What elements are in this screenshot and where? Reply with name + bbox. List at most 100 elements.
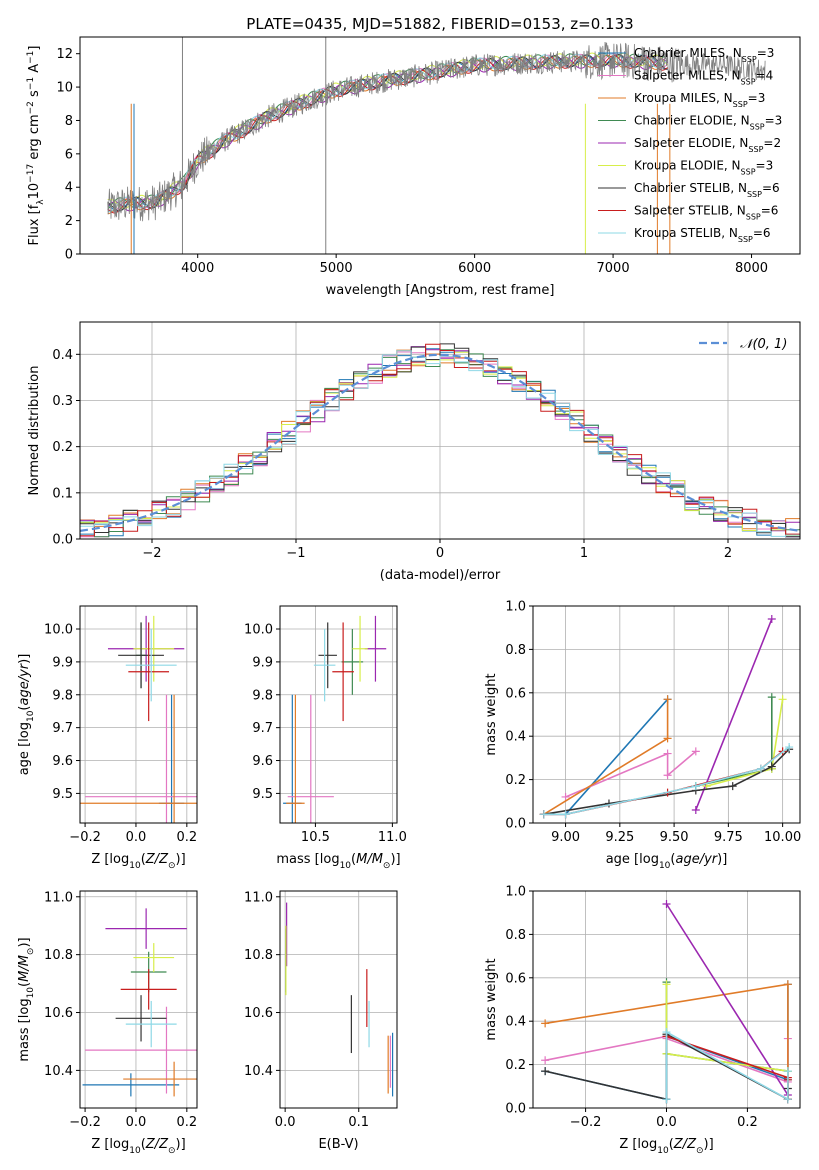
y-tick-label: 0.2 [505,773,526,788]
weight-marker-kroupa_stelib [783,1095,792,1104]
legend-label-tail: =4 [756,69,774,83]
x-axis-label: (data-model)/error [380,568,501,583]
y-tick-label: 9.9 [252,655,273,670]
x-tick-label: 0.0 [126,830,147,845]
normal-curve [80,353,800,532]
legend-label-sub: SSP [742,55,757,64]
residual-histogram-panel: −2 −1 0 1 2 0.0 0.1 0.2 0.3 0.4 (data-model)/error… [27,321,801,583]
x-axis-label-part: ⊙ [696,1146,704,1156]
legend-label-tail: =3 [757,46,775,60]
metallicity-weight-panel: −0.2 0.0 0.2 0.0 0.2 0.4 0.6 0.8 1.0 Z [log10(Z/Z… [484,885,801,1156]
y-tick-label: 0.6 [505,686,526,701]
x-axis-label-part: )] [176,852,186,867]
x-axis-label-part: 10 [129,1146,141,1156]
y-tick-label: 9.6 [252,754,273,769]
y-tick-label: 1.0 [505,600,526,615]
weight-line-salpeter_elodie [695,618,773,811]
y-tick-label: 4 [65,181,73,196]
x-tick-label: 10.00 [764,830,801,845]
x-tick-label: 5000 [320,261,353,276]
y-axis-label-part: ⊙ [26,948,36,956]
weight-marker-chabrier_stelib [728,782,737,791]
legend-label-main: Chabrier STELIB, N [634,181,747,195]
x-axis-label-part: ⊙ [383,861,391,871]
x-tick-label: −2 [142,546,161,561]
x-tick-label: 7000 [597,261,630,276]
x-axis-label-part: mass [log [276,852,339,867]
legend-label-main: Kroupa STELIB, N [634,226,738,240]
y-axis-label: age [log10(age/yr)] [17,654,36,776]
x-axis-label-part: M/M [356,852,383,867]
weight-marker-kroupa_stelib [561,810,570,819]
x-tick-label: 0.0 [656,1115,677,1130]
legend-label-tail: =6 [761,204,779,218]
x-axis-label-part: Z [log [91,852,129,867]
weight-marker-kroupa_stelib [756,764,765,773]
weight-marker-kroupa_elodie [662,980,671,989]
legend-label-sub: SSP [747,190,762,199]
y-axis-label-part: λ [36,199,46,205]
y-tick-label: 9.5 [252,787,273,802]
age-weight-panel: 9.00 9.25 9.50 9.75 10.00 0.0 0.2 0.4 0.6 0.8 1.0 a… [484,600,801,872]
x-tick-label: 9.75 [714,830,743,845]
x-tick-label: 9.50 [660,830,689,845]
legend-label-main: Salpeter ELODIE, N [634,136,748,150]
weight-marker-salpeter_elodie [767,615,776,624]
x-axis-label: E(B-V) [318,1137,358,1152]
x-axis-label-part: 10 [657,1146,669,1156]
y-axis-label-part: ( [17,982,32,987]
x-axis-label-part: )] [390,852,400,867]
y-tick-label: 9.8 [252,688,273,703]
plot-area [82,908,197,1097]
plot-area [283,615,387,823]
y-axis-label-part: ] [27,46,42,51]
weight-marker-kroupa_stelib [785,743,794,752]
legend-label-kroupa_miles: Kroupa MILES, NSSP=3 [634,91,765,109]
x-axis-label-part: Z/Z [145,1137,169,1152]
x-tick-label: 0.2 [176,1115,197,1130]
x-tick-label: 11.0 [378,830,407,845]
y-axis-label: Flux [fλ10−17 erg cm−2 s−1 A−1] [26,46,46,246]
y-axis-label-part: −1 [26,77,36,90]
x-tick-label: 2 [724,546,732,561]
x-tick-label: −0.2 [69,830,101,845]
x-tick-label: 0.0 [126,1115,147,1130]
axes-frame [279,605,398,824]
x-axis-label-part: 10 [659,861,671,871]
y-tick-label: 12 [56,47,73,62]
legend-label-salpeter_elodie: Salpeter ELODIE, NSSP=2 [634,136,781,154]
x-tick-label: 9.25 [605,830,634,845]
legend-label-salpeter_stelib: Salpeter STELIB, NSSP=6 [634,204,778,222]
x-tick-label: 0.2 [176,830,197,845]
plot-area [80,343,800,538]
legend-label-main: Kroupa MILES, N [634,91,733,105]
y-tick-label: 0.6 [505,971,526,986]
legend-label-sub: SSP [741,77,756,86]
weight-marker-kroupa_elodie [778,695,787,704]
y-tick-label: 10.0 [244,623,273,638]
y-tick-label: 0.4 [52,348,73,363]
weight-marker-kroupa_stelib [539,810,548,819]
x-axis-label-part: )] [176,1137,186,1152]
y-axis-label: mass weight [484,673,499,755]
y-axis-label: Normed distribution [27,366,42,496]
y-tick-label: 10.4 [44,1064,73,1079]
weight-marker-salpeter_miles [541,1056,550,1065]
legend-label-main: Kroupa ELODIE, N [634,159,741,173]
ebv-mass-panel: 0.0 0.1 10.4 10.6 10.8 11.0 E(B-V) [244,890,398,1152]
weight-marker-chabrier_stelib [541,1067,550,1076]
x-axis-label: wavelength [Angstrom, rest frame] [326,283,555,298]
x-tick-label: −0.2 [570,1115,602,1130]
weight-marker-salpeter_miles [691,747,700,756]
legend-label-kroupa_elodie: Kroupa ELODIE, NSSP=3 [634,159,773,177]
y-tick-label: 9.7 [252,721,273,736]
x-axis-label: Z [log10(Z/Z⊙)] [91,1137,185,1156]
x-axis-label-part: ( [141,852,146,867]
legend-label-salpeter_miles: Salpeter MILES, NSSP=4 [634,69,773,87]
y-tick-label: 9.5 [52,787,73,802]
legend-label-tail: =6 [762,181,780,195]
plot-area [541,900,792,1104]
y-tick-label: 0.2 [52,440,73,455]
legend-label-tail: =6 [753,226,771,240]
spectrum-panel: 4000 5000 6000 7000 8000 0 2 4 6 8 10 12 wavelength … [26,36,801,298]
